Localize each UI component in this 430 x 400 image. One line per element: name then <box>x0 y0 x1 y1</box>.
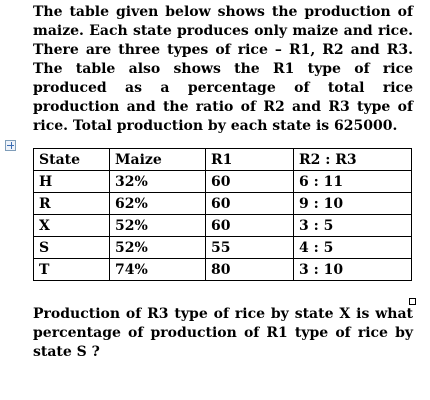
cell-r1: 60 <box>205 192 294 215</box>
cell-ratio: 4 : 5 <box>293 236 412 259</box>
cell-ratio: 3 : 10 <box>293 258 412 281</box>
table-row: X 52% 60 3 : 5 <box>33 214 412 237</box>
cell-maize: 74% <box>109 258 206 281</box>
table-header-row: State Maize R1 R2 : R3 <box>33 148 412 171</box>
cell-r1: 80 <box>205 258 294 281</box>
cell-maize: 52% <box>109 214 206 237</box>
cell-state: H <box>33 170 110 193</box>
header-ratio: R2 : R3 <box>293 148 412 171</box>
header-maize: Maize <box>109 148 206 171</box>
header-state: State <box>33 148 110 171</box>
cell-ratio: 3 : 5 <box>293 214 412 237</box>
header-r1: R1 <box>205 148 294 171</box>
cell-r1: 60 <box>205 170 294 193</box>
table-row: S 52% 55 4 : 5 <box>33 236 412 259</box>
cell-state: S <box>33 236 110 259</box>
cell-state: X <box>33 214 110 237</box>
table-row: H 32% 60 6 : 11 <box>33 170 412 193</box>
resize-square-icon[interactable] <box>409 298 416 305</box>
cell-state: R <box>33 192 110 215</box>
cell-r1: 55 <box>205 236 294 259</box>
cell-maize: 52% <box>109 236 206 259</box>
production-table: State Maize R1 R2 : R3 H 32% 60 6 : 11 R… <box>33 148 412 281</box>
cell-maize: 32% <box>109 170 206 193</box>
cell-ratio: 6 : 11 <box>293 170 412 193</box>
table-row: R 62% 60 9 : 10 <box>33 192 412 215</box>
move-cross-icon[interactable] <box>5 140 16 151</box>
cell-r1: 60 <box>205 214 294 237</box>
question-paragraph: Production of R3 type of rice by state X… <box>33 306 413 360</box>
cell-ratio: 9 : 10 <box>293 192 412 215</box>
intro-paragraph: The table given below shows the producti… <box>33 4 413 134</box>
cell-maize: 62% <box>109 192 206 215</box>
table-row: T 74% 80 3 : 10 <box>33 258 412 281</box>
cell-state: T <box>33 258 110 281</box>
